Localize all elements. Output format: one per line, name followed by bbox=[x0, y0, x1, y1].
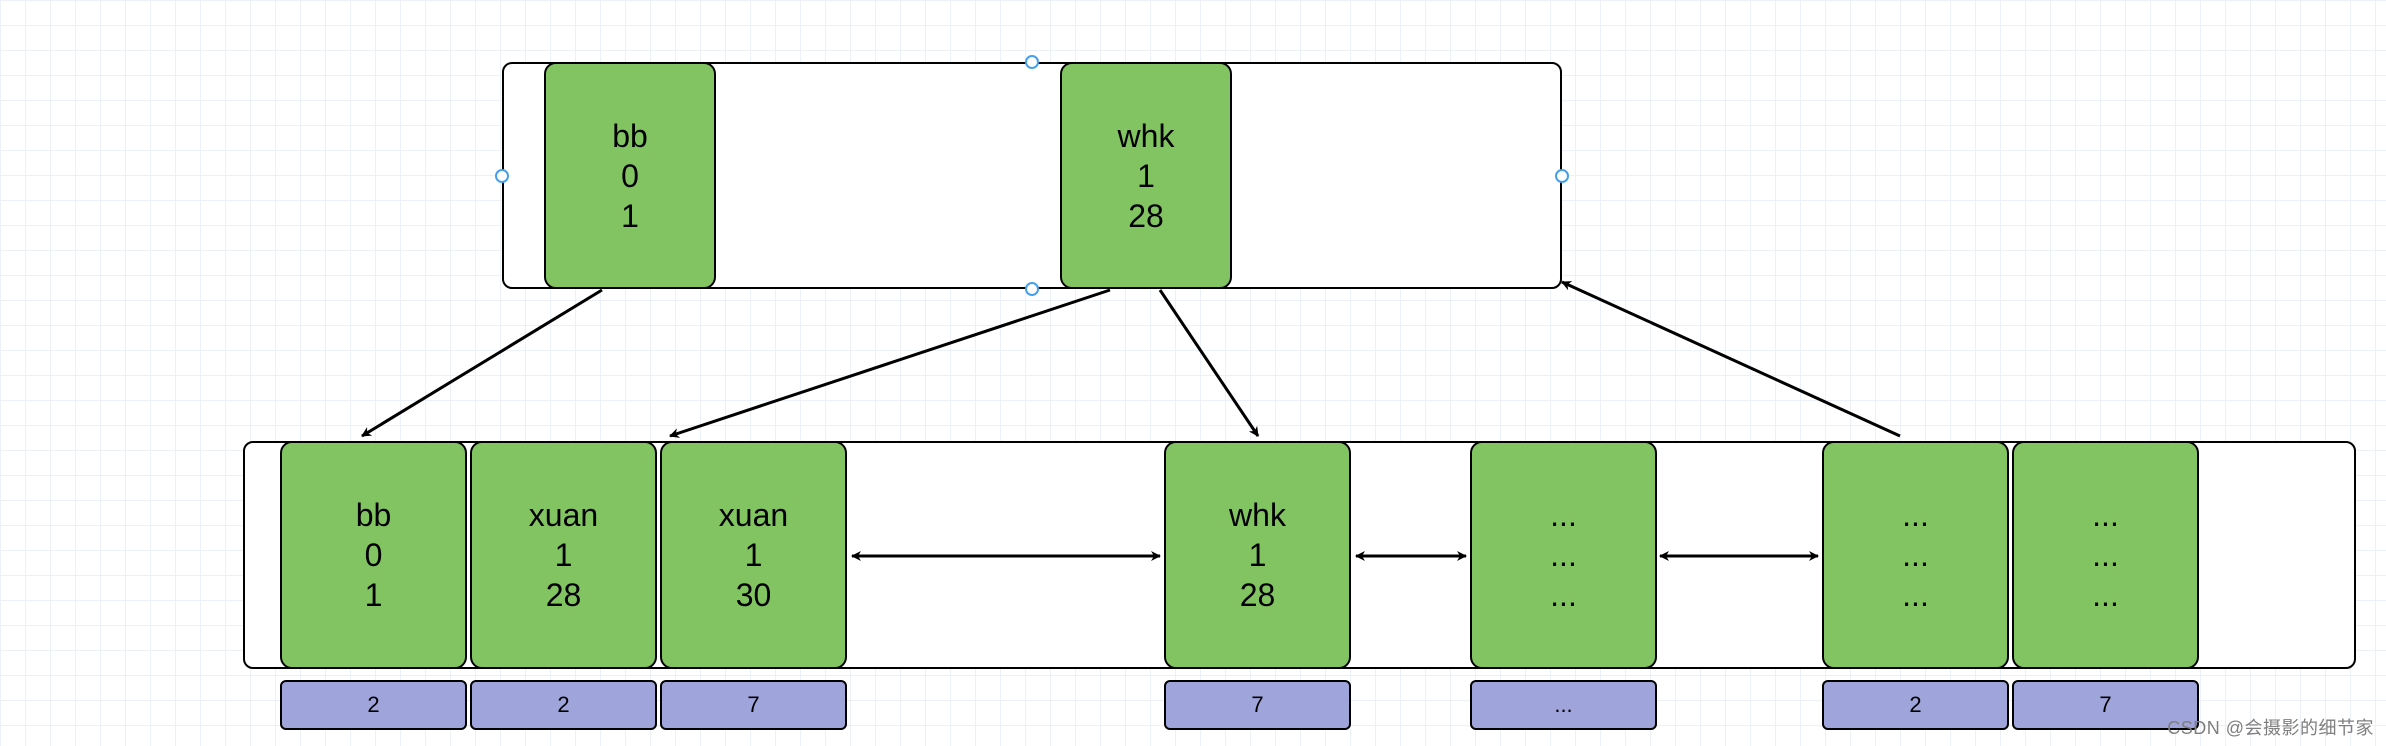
node-line: ... bbox=[2092, 535, 2119, 575]
bottom-node-3: whk128 bbox=[1164, 441, 1351, 669]
top-node-1: whk128 bbox=[1060, 62, 1232, 289]
slot-4: ... bbox=[1470, 680, 1657, 730]
slot-label: 2 bbox=[1909, 692, 1921, 718]
node-line: 1 bbox=[365, 575, 383, 615]
node-line: xuan bbox=[719, 495, 788, 535]
bottom-node-1: xuan128 bbox=[470, 441, 657, 669]
top-node-0: bb01 bbox=[544, 62, 716, 289]
node-line: bb bbox=[612, 116, 648, 156]
slot-label: 7 bbox=[747, 692, 759, 718]
node-line: ... bbox=[1902, 495, 1929, 535]
node-line: xuan bbox=[529, 495, 598, 535]
slot-0: 2 bbox=[280, 680, 467, 730]
slot-2: 7 bbox=[660, 680, 847, 730]
node-line: ... bbox=[1550, 575, 1577, 615]
selection-handle-3 bbox=[1555, 169, 1569, 183]
bottom-node-6: ......... bbox=[2012, 441, 2199, 669]
node-line: 0 bbox=[365, 535, 383, 575]
bottom-node-4: ......... bbox=[1470, 441, 1657, 669]
node-line: 28 bbox=[1128, 196, 1164, 236]
watermark: CSDN @会摄影的细节家 bbox=[2167, 714, 2374, 740]
node-line: ... bbox=[2092, 575, 2119, 615]
selection-handle-1 bbox=[1025, 282, 1039, 296]
node-line: 1 bbox=[745, 535, 763, 575]
selection-handle-2 bbox=[495, 169, 509, 183]
bottom-node-2: xuan130 bbox=[660, 441, 847, 669]
node-line: 1 bbox=[1137, 156, 1155, 196]
node-line: 1 bbox=[555, 535, 573, 575]
node-line: ... bbox=[2092, 495, 2119, 535]
bottom-node-5: ......... bbox=[1822, 441, 2009, 669]
node-line: 0 bbox=[621, 156, 639, 196]
node-line: ... bbox=[1550, 495, 1577, 535]
node-line: 28 bbox=[1240, 575, 1276, 615]
node-line: ... bbox=[1902, 535, 1929, 575]
node-line: 28 bbox=[546, 575, 582, 615]
node-line: whk bbox=[1229, 495, 1286, 535]
slot-label: 2 bbox=[557, 692, 569, 718]
slot-label: 7 bbox=[2099, 692, 2111, 718]
slot-1: 2 bbox=[470, 680, 657, 730]
node-line: ... bbox=[1902, 575, 1929, 615]
node-line: 1 bbox=[1249, 535, 1267, 575]
node-line: 30 bbox=[736, 575, 772, 615]
bottom-node-0: bb01 bbox=[280, 441, 467, 669]
node-line: ... bbox=[1550, 535, 1577, 575]
slot-label: ... bbox=[1554, 692, 1572, 718]
node-line: 1 bbox=[621, 196, 639, 236]
slot-5: 2 bbox=[1822, 680, 2009, 730]
slot-3: 7 bbox=[1164, 680, 1351, 730]
node-line: whk bbox=[1118, 116, 1175, 156]
selection-handle-0 bbox=[1025, 55, 1039, 69]
slot-label: 7 bbox=[1251, 692, 1263, 718]
node-line: bb bbox=[356, 495, 392, 535]
slot-label: 2 bbox=[367, 692, 379, 718]
